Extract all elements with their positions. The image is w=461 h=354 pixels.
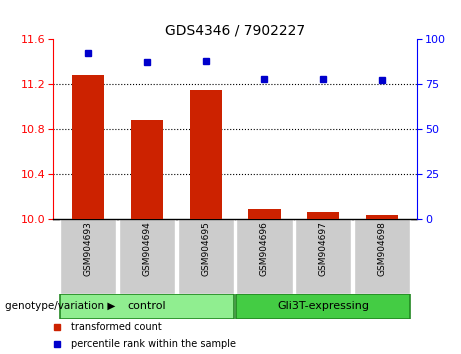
Title: GDS4346 / 7902227: GDS4346 / 7902227 [165, 24, 305, 38]
Bar [60, 294, 234, 319]
Bar [177, 219, 234, 294]
Text: Gli3T-expressing: Gli3T-expressing [277, 301, 369, 311]
Text: GSM904698: GSM904698 [378, 221, 386, 276]
Text: control: control [128, 301, 166, 311]
Bar [295, 219, 351, 294]
Text: transformed count: transformed count [71, 321, 162, 332]
Text: percentile rank within the sample: percentile rank within the sample [71, 339, 236, 349]
Bar [119, 219, 175, 294]
Text: GSM904693: GSM904693 [84, 221, 93, 276]
Text: GSM904696: GSM904696 [260, 221, 269, 276]
Bar [248, 209, 281, 219]
Bar [72, 75, 104, 219]
Bar [236, 219, 293, 294]
Text: GSM904695: GSM904695 [201, 221, 210, 276]
Bar [354, 219, 410, 294]
Bar [189, 90, 222, 219]
Text: genotype/variation ▶: genotype/variation ▶ [5, 301, 115, 311]
Text: GSM904694: GSM904694 [142, 221, 152, 276]
Bar [236, 294, 410, 319]
Bar [60, 219, 117, 294]
Bar [307, 212, 339, 219]
Text: GSM904697: GSM904697 [319, 221, 328, 276]
Bar [131, 120, 163, 219]
Bar [366, 215, 398, 219]
